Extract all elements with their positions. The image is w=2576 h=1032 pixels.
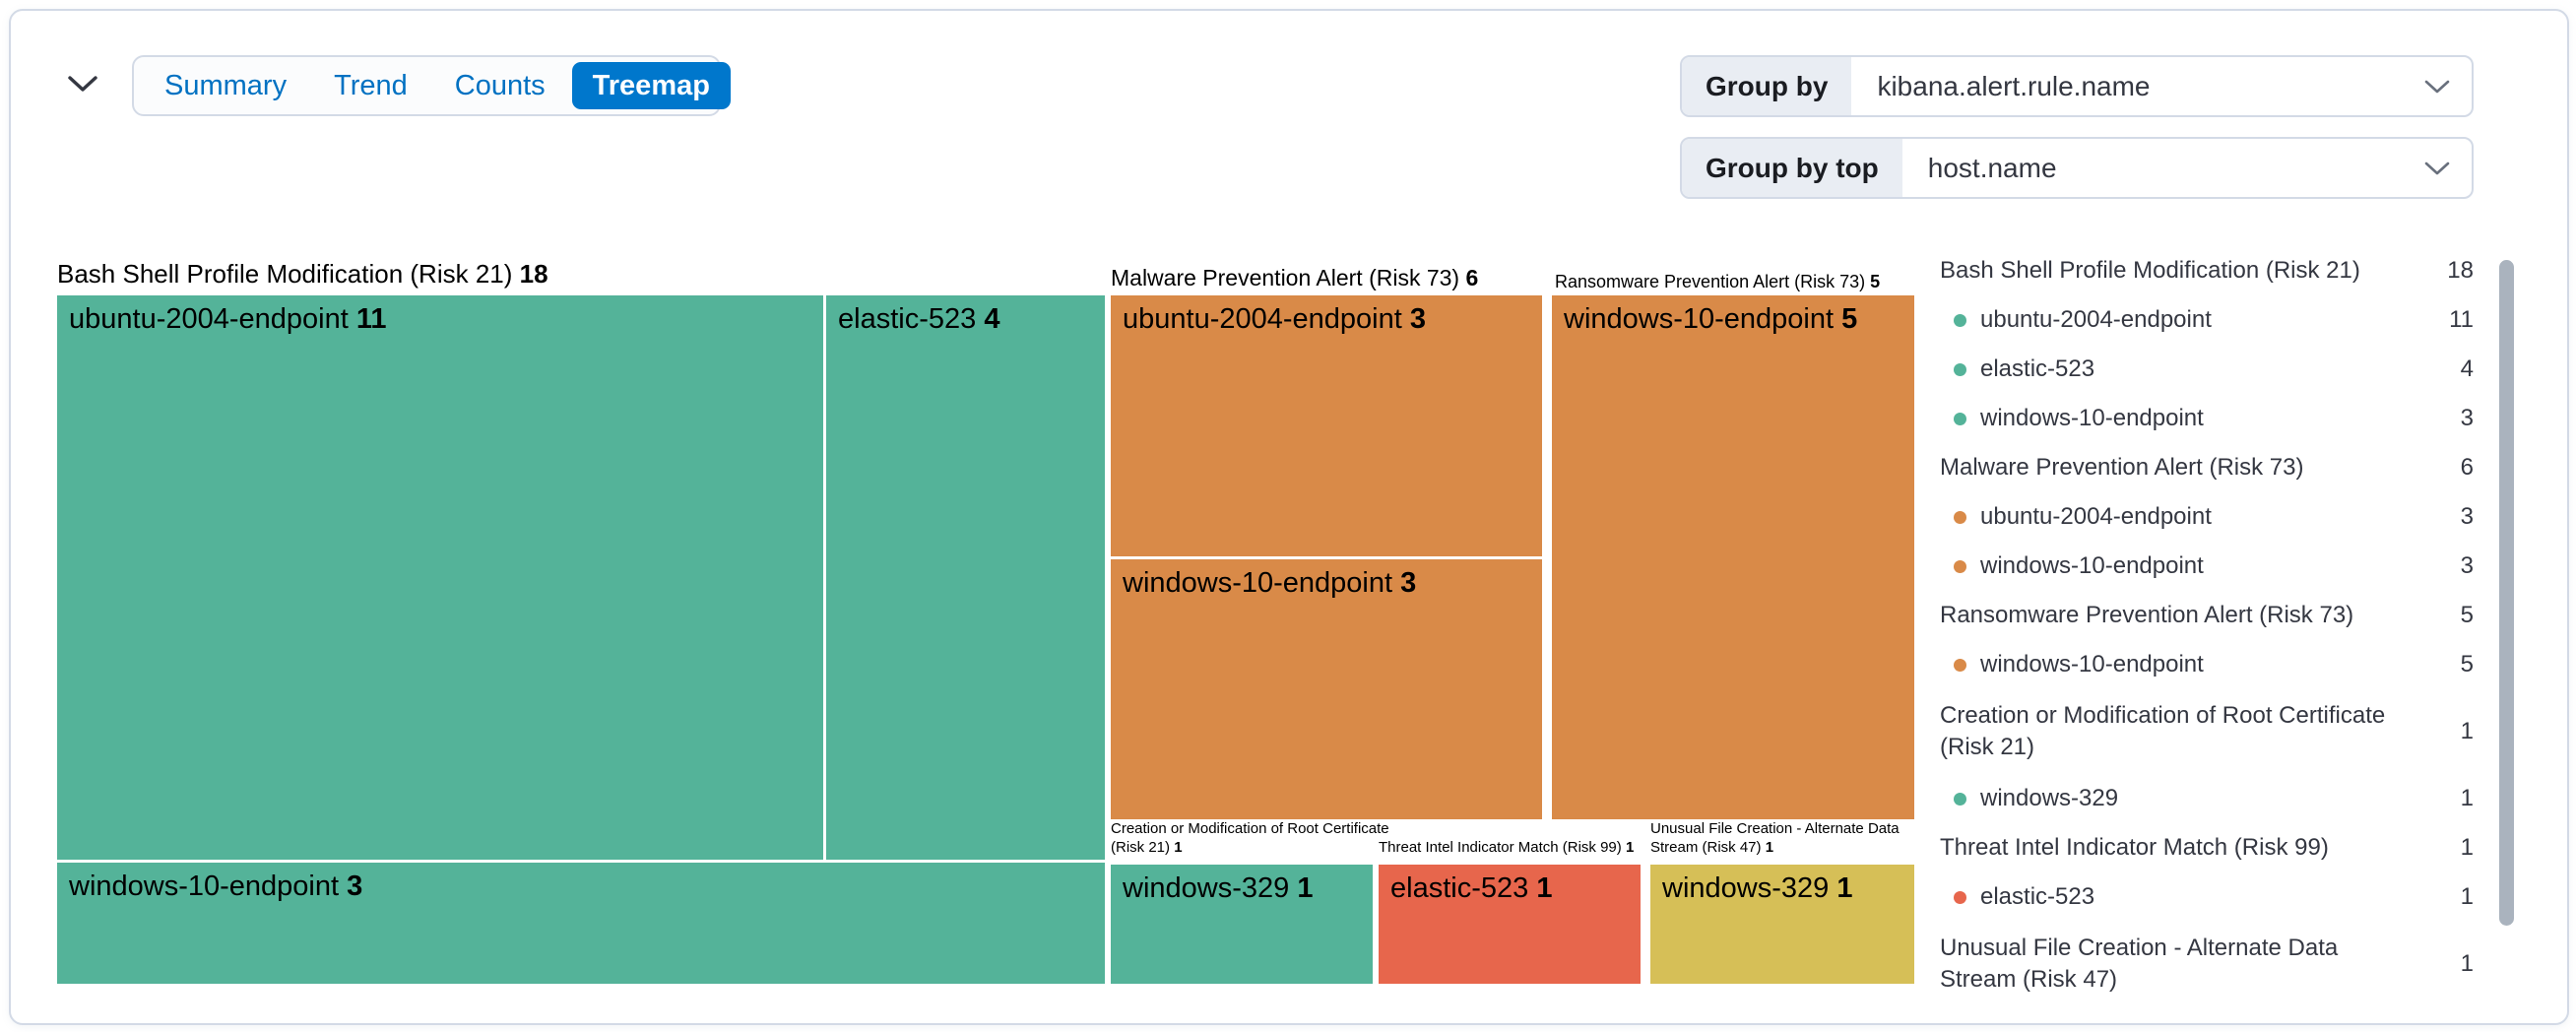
treemap-cell-windows-10-endpoint[interactable]: windows-10-endpoint 5	[1552, 295, 1914, 819]
legend-group-row[interactable]: Threat Intel Indicator Match (Risk 99) 1	[1940, 823, 2474, 872]
treemap-group-label: Malware Prevention Alert (Risk 73) 6	[1111, 265, 1479, 290]
legend-color-dot	[1954, 510, 1966, 524]
treemap-cell-label: ubuntu-2004-endpoint 3	[1123, 303, 1426, 335]
legend-label: windows-10-endpoint	[1980, 651, 2204, 678]
tab-trend[interactable]: Trend	[334, 69, 408, 101]
legend-value: 5	[2460, 651, 2474, 677]
legend-label: windows-10-endpoint	[1980, 552, 2204, 580]
group-by-top-label: Group by top	[1682, 139, 1902, 197]
legend-group-row[interactable]: Unusual File Creation - Alternate Data S…	[1940, 922, 2474, 1006]
treemap-cell-windows-10-endpoint[interactable]: windows-10-endpoint 3	[1111, 559, 1542, 819]
legend-label: Bash Shell Profile Modification (Risk 21…	[1940, 257, 2360, 285]
group-by-top-value: host.name	[1927, 152, 2057, 183]
legend-color-dot	[1954, 412, 1966, 425]
treemap-group-label: Bash Shell Profile Modification (Risk 21…	[57, 259, 548, 289]
legend-value: 1	[2460, 883, 2474, 910]
treemap-cell-label: elastic-523 1	[1390, 872, 1553, 904]
treemap-cell-windows-329[interactable]: windows-329 1	[1111, 865, 1373, 984]
treemap-cell-windows-10-endpoint[interactable]: windows-10-endpoint 3	[57, 863, 1105, 984]
legend-value: 11	[2449, 306, 2474, 333]
tab-treemap[interactable]: Treemap	[571, 62, 731, 109]
treemap-cell-ubuntu-2004-endpoint[interactable]: ubuntu-2004-endpoint 11	[57, 295, 823, 860]
legend-label: Creation or Modification of Root Certifi…	[1940, 702, 2386, 760]
legend-label: ubuntu-2004-endpoint	[1980, 503, 2212, 531]
legend-value: 3	[2460, 503, 2474, 530]
legend-value: 1	[2460, 785, 2474, 811]
collapse-section-button[interactable]	[61, 65, 104, 104]
group-by-top-select[interactable]: Group by top host.name	[1680, 137, 2474, 199]
legend-label: Ransomware Prevention Alert (Risk 73)	[1940, 602, 2354, 629]
legend-color-dot	[1954, 658, 1966, 672]
treemap-cell-label: windows-10-endpoint 3	[1123, 567, 1417, 599]
treemap-group-label: Threat Intel Indicator Match (Risk 99) 1	[1379, 839, 1635, 856]
treemap-cell-elastic-523[interactable]: elastic-523 4	[826, 295, 1105, 860]
legend-value: 6	[2460, 454, 2474, 481]
legend-label: Malware Prevention Alert (Risk 73)	[1940, 454, 2304, 482]
legend-label: Unusual File Creation - Alternate Data S…	[1940, 935, 2339, 993]
legend-value: 5	[2460, 602, 2474, 628]
treemap-cell-label: ubuntu-2004-endpoint 11	[69, 303, 387, 335]
legend-host-row[interactable]: windows-329 1	[1940, 774, 2474, 823]
treemap-legend: Bash Shell Profile Modification (Risk 21…	[1940, 246, 2474, 1006]
chevron-down-icon	[2424, 57, 2472, 115]
view-mode-tab-group: Summary Trend Counts Treemap	[132, 55, 731, 116]
legend-host-row[interactable]: ubuntu-2004-endpoint 11	[1940, 295, 2474, 345]
legend-group-row[interactable]: Creation or Modification of Root Certifi…	[1940, 689, 2474, 774]
legend-value: 4	[2460, 355, 2474, 382]
legend-color-dot	[1954, 559, 1966, 573]
legend-host-row[interactable]: windows-10-endpoint 3	[1940, 394, 2474, 443]
treemap-cell-label: windows-329 1	[1123, 872, 1314, 904]
legend-value: 18	[2447, 257, 2474, 284]
treemap-cell-label: windows-10-endpoint 3	[69, 871, 363, 902]
legend-group-row[interactable]: Malware Prevention Alert (Risk 73) 6	[1940, 443, 2474, 492]
legend-host-row[interactable]: elastic-523 1	[1940, 872, 2474, 922]
legend-value: 1	[2460, 834, 2474, 861]
tab-summary[interactable]: Summary	[164, 69, 288, 101]
legend-color-dot	[1954, 362, 1966, 376]
legend-label: elastic-523	[1980, 883, 2095, 911]
legend-scrollbar-thumb[interactable]	[2499, 260, 2514, 926]
group-by-select[interactable]: Group by kibana.alert.rule.name	[1680, 55, 2474, 117]
group-by-label: Group by	[1682, 57, 1852, 115]
legend-value: 3	[2460, 552, 2474, 579]
legend-color-dot	[1954, 792, 1966, 806]
treemap-group-label: Unusual File Creation - Alternate Data St…	[1650, 820, 1900, 856]
chevron-down-icon	[67, 74, 98, 97]
legend-value: 3	[2460, 405, 2474, 431]
treemap-cell-ubuntu-2004-endpoint[interactable]: ubuntu-2004-endpoint 3	[1111, 295, 1542, 556]
legend-host-row[interactable]: elastic-523 4	[1940, 345, 2474, 394]
treemap-cell-windows-329[interactable]: windows-329 1	[1650, 865, 1914, 984]
chevron-down-icon	[2424, 139, 2472, 197]
legend-label: ubuntu-2004-endpoint	[1980, 306, 2212, 334]
legend-value: 1	[2460, 950, 2474, 977]
treemap-cell-label: windows-329 1	[1662, 872, 1853, 904]
legend-label: elastic-523	[1980, 355, 2095, 383]
legend-label: Threat Intel Indicator Match (Risk 99)	[1940, 834, 2329, 862]
treemap-cell-elastic-523[interactable]: elastic-523 1	[1379, 865, 1641, 984]
legend-color-dot	[1954, 313, 1966, 327]
treemap-cell-label: windows-10-endpoint 5	[1564, 303, 1858, 335]
legend-label: windows-329	[1980, 785, 2119, 812]
legend-group-row[interactable]: Bash Shell Profile Modification (Risk 21…	[1940, 246, 2474, 295]
group-by-value: kibana.alert.rule.name	[1877, 70, 2151, 101]
legend-group-row[interactable]: Ransomware Prevention Alert (Risk 73) 5	[1940, 591, 2474, 640]
legend-host-row[interactable]: windows-10-endpoint 5	[1940, 640, 2474, 689]
treemap-cell-label: elastic-523 4	[838, 303, 1000, 335]
treemap-group-label: Ransomware Prevention Alert (Risk 73) 5	[1555, 272, 1881, 291]
legend-color-dot	[1954, 890, 1966, 904]
treemap-group-label: Creation or Modification of Root Certifi…	[1111, 820, 1389, 856]
legend-host-row[interactable]: ubuntu-2004-endpoint 3	[1940, 492, 2474, 542]
legend-label: windows-10-endpoint	[1980, 405, 2204, 432]
legend-value: 1	[2460, 718, 2474, 744]
tab-counts[interactable]: Counts	[454, 69, 546, 101]
legend-host-row[interactable]: windows-10-endpoint 3	[1940, 542, 2474, 591]
